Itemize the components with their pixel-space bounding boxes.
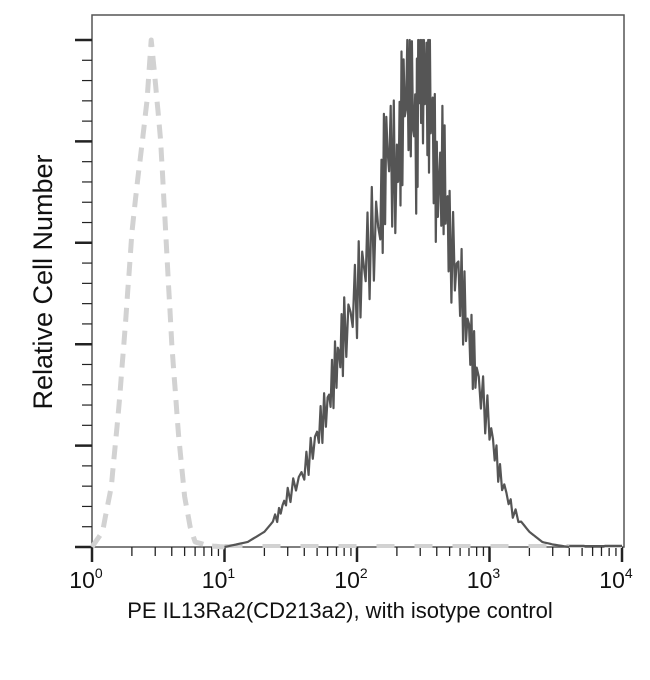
- y-axis-title: Relative Cell Number: [28, 154, 58, 409]
- x-tick-label: 100: [69, 565, 103, 593]
- series-layer: [89, 37, 622, 550]
- x-tick-label: 104: [599, 565, 633, 593]
- x-tick-label: 101: [202, 565, 236, 593]
- x-tick-label: 103: [467, 565, 501, 593]
- il13ra2-curve: [224, 38, 570, 549]
- x-axis-title: PE IL13Ra2(CD213a2), with isotype contro…: [127, 598, 553, 623]
- x-axis-ticks: [90, 547, 624, 562]
- x-tick-labels: 100 101 102 103 104: [69, 565, 633, 593]
- y-axis-ticks: [75, 38, 92, 549]
- isotype-control-curve: [89, 37, 225, 550]
- x-tick-label: 102: [334, 565, 368, 593]
